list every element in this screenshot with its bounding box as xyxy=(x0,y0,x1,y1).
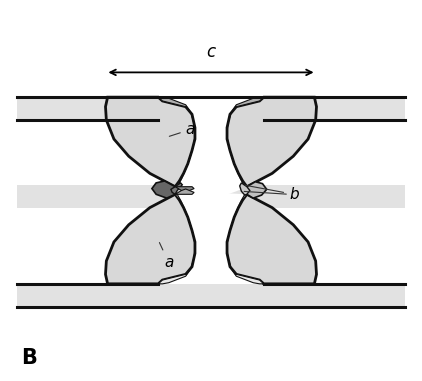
Polygon shape xyxy=(227,97,316,187)
Text: a: a xyxy=(160,243,173,270)
Polygon shape xyxy=(106,97,195,187)
Polygon shape xyxy=(227,194,264,284)
Text: a: a xyxy=(169,122,195,137)
Polygon shape xyxy=(17,284,405,307)
Polygon shape xyxy=(17,185,405,208)
Polygon shape xyxy=(158,97,195,187)
Polygon shape xyxy=(227,97,264,187)
Polygon shape xyxy=(175,187,194,192)
Polygon shape xyxy=(106,194,195,284)
Polygon shape xyxy=(171,183,182,194)
Polygon shape xyxy=(175,183,247,195)
Polygon shape xyxy=(240,183,250,195)
Polygon shape xyxy=(175,189,194,194)
Polygon shape xyxy=(17,97,405,120)
Text: b: b xyxy=(245,185,299,202)
Polygon shape xyxy=(162,192,260,284)
Text: B: B xyxy=(21,348,37,368)
Polygon shape xyxy=(152,181,175,198)
Polygon shape xyxy=(162,97,260,189)
Text: c: c xyxy=(206,43,216,61)
Polygon shape xyxy=(227,194,316,284)
Polygon shape xyxy=(247,182,267,198)
Polygon shape xyxy=(158,194,195,284)
